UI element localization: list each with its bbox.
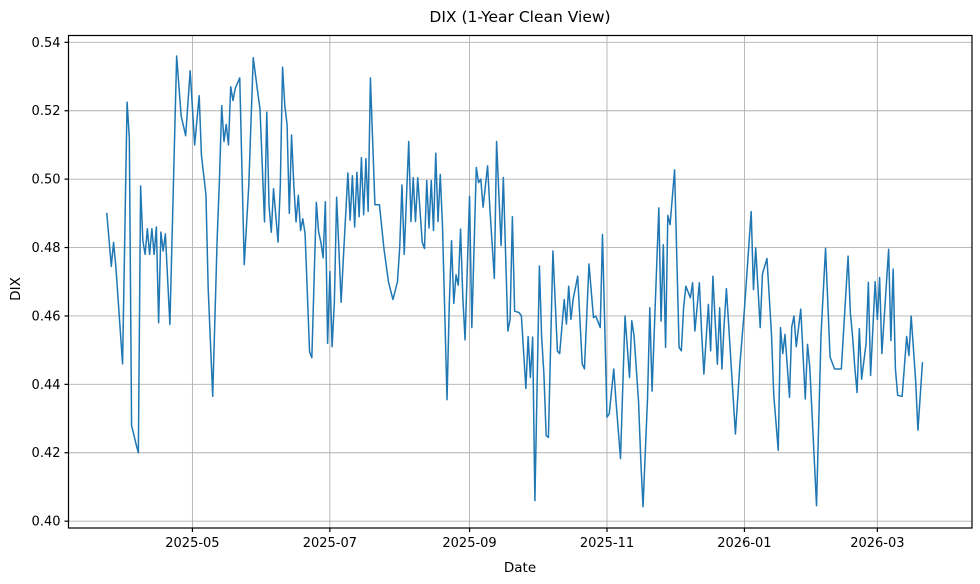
chart-title: DIX (1-Year Clean View) xyxy=(429,8,611,26)
y-tick-label: 0.40 xyxy=(32,515,61,530)
y-axis-label: DIX xyxy=(8,277,24,301)
dix-line xyxy=(106,55,924,508)
y-tick-label: 0.42 xyxy=(32,446,61,461)
y-tick-label: 0.52 xyxy=(32,104,61,119)
x-tick-label: 2025-09 xyxy=(442,536,496,551)
y-tick-label: 0.50 xyxy=(32,173,61,188)
x-tick-label: 2025-11 xyxy=(580,536,634,551)
axes-frame xyxy=(67,34,973,529)
x-tick-label: 2025-05 xyxy=(165,536,219,551)
y-tick-label: 0.54 xyxy=(32,36,61,51)
y-tick-label: 0.46 xyxy=(32,309,61,324)
y-tick-label: 0.48 xyxy=(32,241,61,256)
x-tick-label: 2025-07 xyxy=(303,536,357,551)
x-tick-label: 2026-03 xyxy=(850,536,904,551)
y-tick-label: 0.44 xyxy=(32,378,61,393)
x-tick-label: 2026-01 xyxy=(717,536,771,551)
x-axis-label: Date xyxy=(503,560,537,576)
